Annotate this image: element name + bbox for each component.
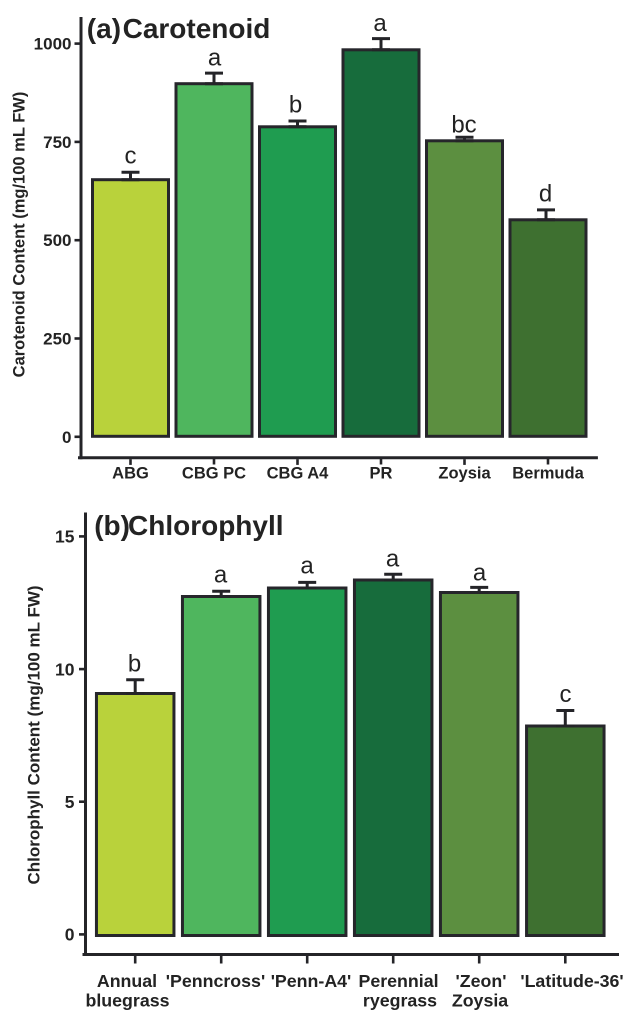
svg-text:d: d bbox=[539, 181, 552, 208]
svg-text:CBG A4: CBG A4 bbox=[267, 464, 330, 482]
svg-text:b: b bbox=[289, 92, 302, 119]
svg-text:Carotenoid Content (mg/100 mL: Carotenoid Content (mg/100 mL FW) bbox=[11, 92, 29, 378]
svg-text:Bermuda: Bermuda bbox=[512, 464, 584, 482]
svg-text:b: b bbox=[128, 650, 141, 677]
svg-text:bluegrass: bluegrass bbox=[85, 991, 169, 1011]
svg-text:a: a bbox=[386, 545, 400, 572]
svg-text:0: 0 bbox=[62, 428, 71, 447]
svg-text:750: 750 bbox=[43, 133, 71, 152]
svg-text:PR: PR bbox=[370, 464, 393, 482]
svg-text:10: 10 bbox=[55, 659, 75, 679]
svg-text:250: 250 bbox=[43, 330, 71, 349]
svg-text:15: 15 bbox=[55, 527, 75, 547]
svg-text:(a): (a) bbox=[87, 13, 121, 44]
svg-text:5: 5 bbox=[65, 792, 75, 812]
svg-text:'Zeon': 'Zeon' bbox=[456, 971, 507, 991]
svg-text:0: 0 bbox=[65, 925, 75, 945]
svg-text:ryegrass: ryegrass bbox=[363, 991, 437, 1011]
svg-text:CBG PC: CBG PC bbox=[182, 464, 246, 482]
svg-text:Chlorophyll Content (mg/100 mL: Chlorophyll Content (mg/100 mL FW) bbox=[25, 585, 44, 884]
svg-text:Zoysia: Zoysia bbox=[438, 464, 491, 482]
svg-text:Annual: Annual bbox=[97, 971, 157, 991]
svg-text:Carotenoid: Carotenoid bbox=[123, 13, 271, 44]
svg-text:c: c bbox=[560, 681, 572, 708]
svg-text:c: c bbox=[125, 143, 137, 170]
svg-text:Chlorophyll: Chlorophyll bbox=[128, 510, 284, 541]
svg-text:a: a bbox=[208, 45, 222, 72]
svg-text:'Latitude-36': 'Latitude-36' bbox=[520, 971, 623, 991]
svg-text:(b): (b) bbox=[94, 510, 130, 541]
svg-text:a: a bbox=[473, 559, 487, 586]
svg-text:ABG: ABG bbox=[112, 464, 149, 482]
svg-text:a: a bbox=[373, 10, 387, 37]
svg-text:bc: bc bbox=[451, 112, 476, 139]
svg-text:'Penn-A4': 'Penn-A4' bbox=[271, 971, 352, 991]
svg-text:Perennial: Perennial bbox=[358, 971, 438, 991]
svg-text:1000: 1000 bbox=[34, 35, 72, 54]
svg-text:Zoysia: Zoysia bbox=[452, 991, 508, 1011]
svg-text:a: a bbox=[300, 553, 314, 580]
svg-text:a: a bbox=[214, 562, 228, 589]
svg-text:'Penncross': 'Penncross' bbox=[166, 971, 265, 991]
svg-text:500: 500 bbox=[43, 231, 71, 250]
